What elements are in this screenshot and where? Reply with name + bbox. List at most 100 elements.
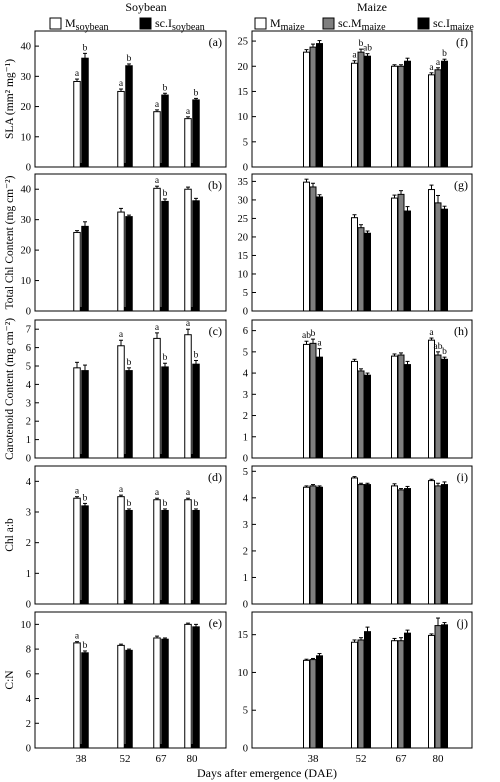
panel-tag: (b) (208, 178, 222, 192)
y-tick-label: 0 (243, 600, 248, 611)
significance-letter: a (155, 488, 160, 498)
bar (125, 216, 133, 312)
bar (434, 625, 442, 749)
bar (441, 60, 448, 168)
bar (404, 60, 411, 168)
bar (153, 111, 161, 168)
y-tick-label: 0 (26, 163, 31, 174)
x-tick-label: 67 (156, 753, 168, 765)
bar (161, 366, 169, 459)
significance-letter: b (163, 189, 168, 199)
legend-label: sc.Imaize (433, 16, 474, 33)
x-tick-label: 67 (396, 753, 408, 765)
bar (73, 80, 81, 168)
bar (117, 211, 125, 312)
bar (184, 623, 192, 749)
bar (303, 51, 310, 168)
significance-letter: ab (363, 44, 372, 54)
panel-tag: (g) (454, 178, 468, 192)
significance-letter: a (352, 51, 357, 61)
row-y-label: C:N (4, 670, 16, 690)
significance-letter: b (194, 88, 199, 98)
bar (117, 644, 125, 749)
y-tick-label: 25 (238, 37, 249, 48)
panel-b: 0 10 20 30 40 ab (b) Total Chl Content (mg cm⁻²… (4, 173, 227, 318)
bar (404, 632, 411, 749)
y-tick-label: 6 (26, 669, 31, 680)
bar (303, 486, 310, 605)
y-tick-label: 4 (26, 380, 32, 391)
bar (303, 343, 310, 459)
legend-swatch (49, 17, 62, 30)
bar (397, 193, 405, 312)
bar (351, 360, 358, 459)
y-tick-label: 10 (238, 112, 249, 123)
bar (397, 65, 405, 168)
bar (117, 90, 125, 168)
bar (125, 65, 133, 168)
panel-g: 0 5 10 15 20 25 30 35 (g) (238, 173, 473, 318)
bar (441, 484, 448, 605)
bar (364, 374, 371, 459)
panel-j: 0 5 10 15 (j) (238, 611, 473, 755)
significance-letter: ab (434, 342, 443, 352)
bar (125, 649, 133, 749)
y-tick-label: 30 (21, 72, 32, 83)
row-y-label: Chl a:b (4, 518, 16, 552)
y-tick-label: 7 (26, 325, 31, 336)
row-y-label: SLA (mm² mg⁻¹) (4, 59, 16, 139)
bar (309, 342, 317, 459)
significance-letter: a (317, 339, 322, 349)
y-tick-label: 20 (21, 102, 32, 113)
significance-letter: b (442, 347, 447, 357)
bar (434, 485, 442, 605)
legend-label: Mmaize (270, 16, 305, 33)
legends: Msoybean sc.Isoybean Mmaize sc.Mmaize sc.Ima… (49, 16, 474, 33)
bar (364, 55, 371, 168)
y-tick-label: 6 (26, 343, 31, 354)
significance-letter: a (155, 176, 160, 186)
bar (434, 354, 442, 459)
bar (434, 202, 442, 312)
bar (351, 477, 358, 605)
bar (73, 231, 81, 312)
x-tick-label: 52 (356, 753, 367, 765)
bar (351, 641, 358, 749)
y-tick-label: 35 (238, 177, 249, 188)
y-tick-label: 5 (243, 137, 248, 148)
bar (117, 345, 125, 459)
bar (153, 187, 161, 312)
bar (81, 225, 89, 312)
bar (309, 46, 317, 168)
y-tick-label: 5 (243, 288, 248, 299)
y-tick-label: 20 (238, 232, 249, 243)
bar (192, 99, 200, 168)
significance-letter: b (194, 499, 199, 509)
y-tick-label: 5 (243, 467, 248, 478)
y-tick-label: 10 (238, 668, 249, 679)
y-tick-label: 3 (26, 508, 31, 519)
bar (192, 626, 200, 749)
bar (404, 488, 411, 605)
x-axis-label: Days after emergence (DAE) (197, 766, 337, 780)
legend-swatch (322, 17, 335, 30)
y-tick-label: 40 (21, 42, 32, 53)
y-tick-label: 20 (21, 246, 32, 257)
bar (397, 489, 405, 605)
bar (309, 186, 317, 312)
significance-letter: a (119, 330, 124, 340)
bar (153, 637, 161, 749)
bar (184, 188, 192, 312)
y-tick-label: 3 (243, 390, 248, 401)
bar (428, 74, 435, 168)
bar (441, 624, 448, 749)
bar (428, 339, 435, 459)
bar (125, 509, 133, 605)
bar (161, 94, 169, 168)
x-tick-label: 38 (76, 753, 88, 765)
y-tick-label: 15 (238, 630, 249, 641)
